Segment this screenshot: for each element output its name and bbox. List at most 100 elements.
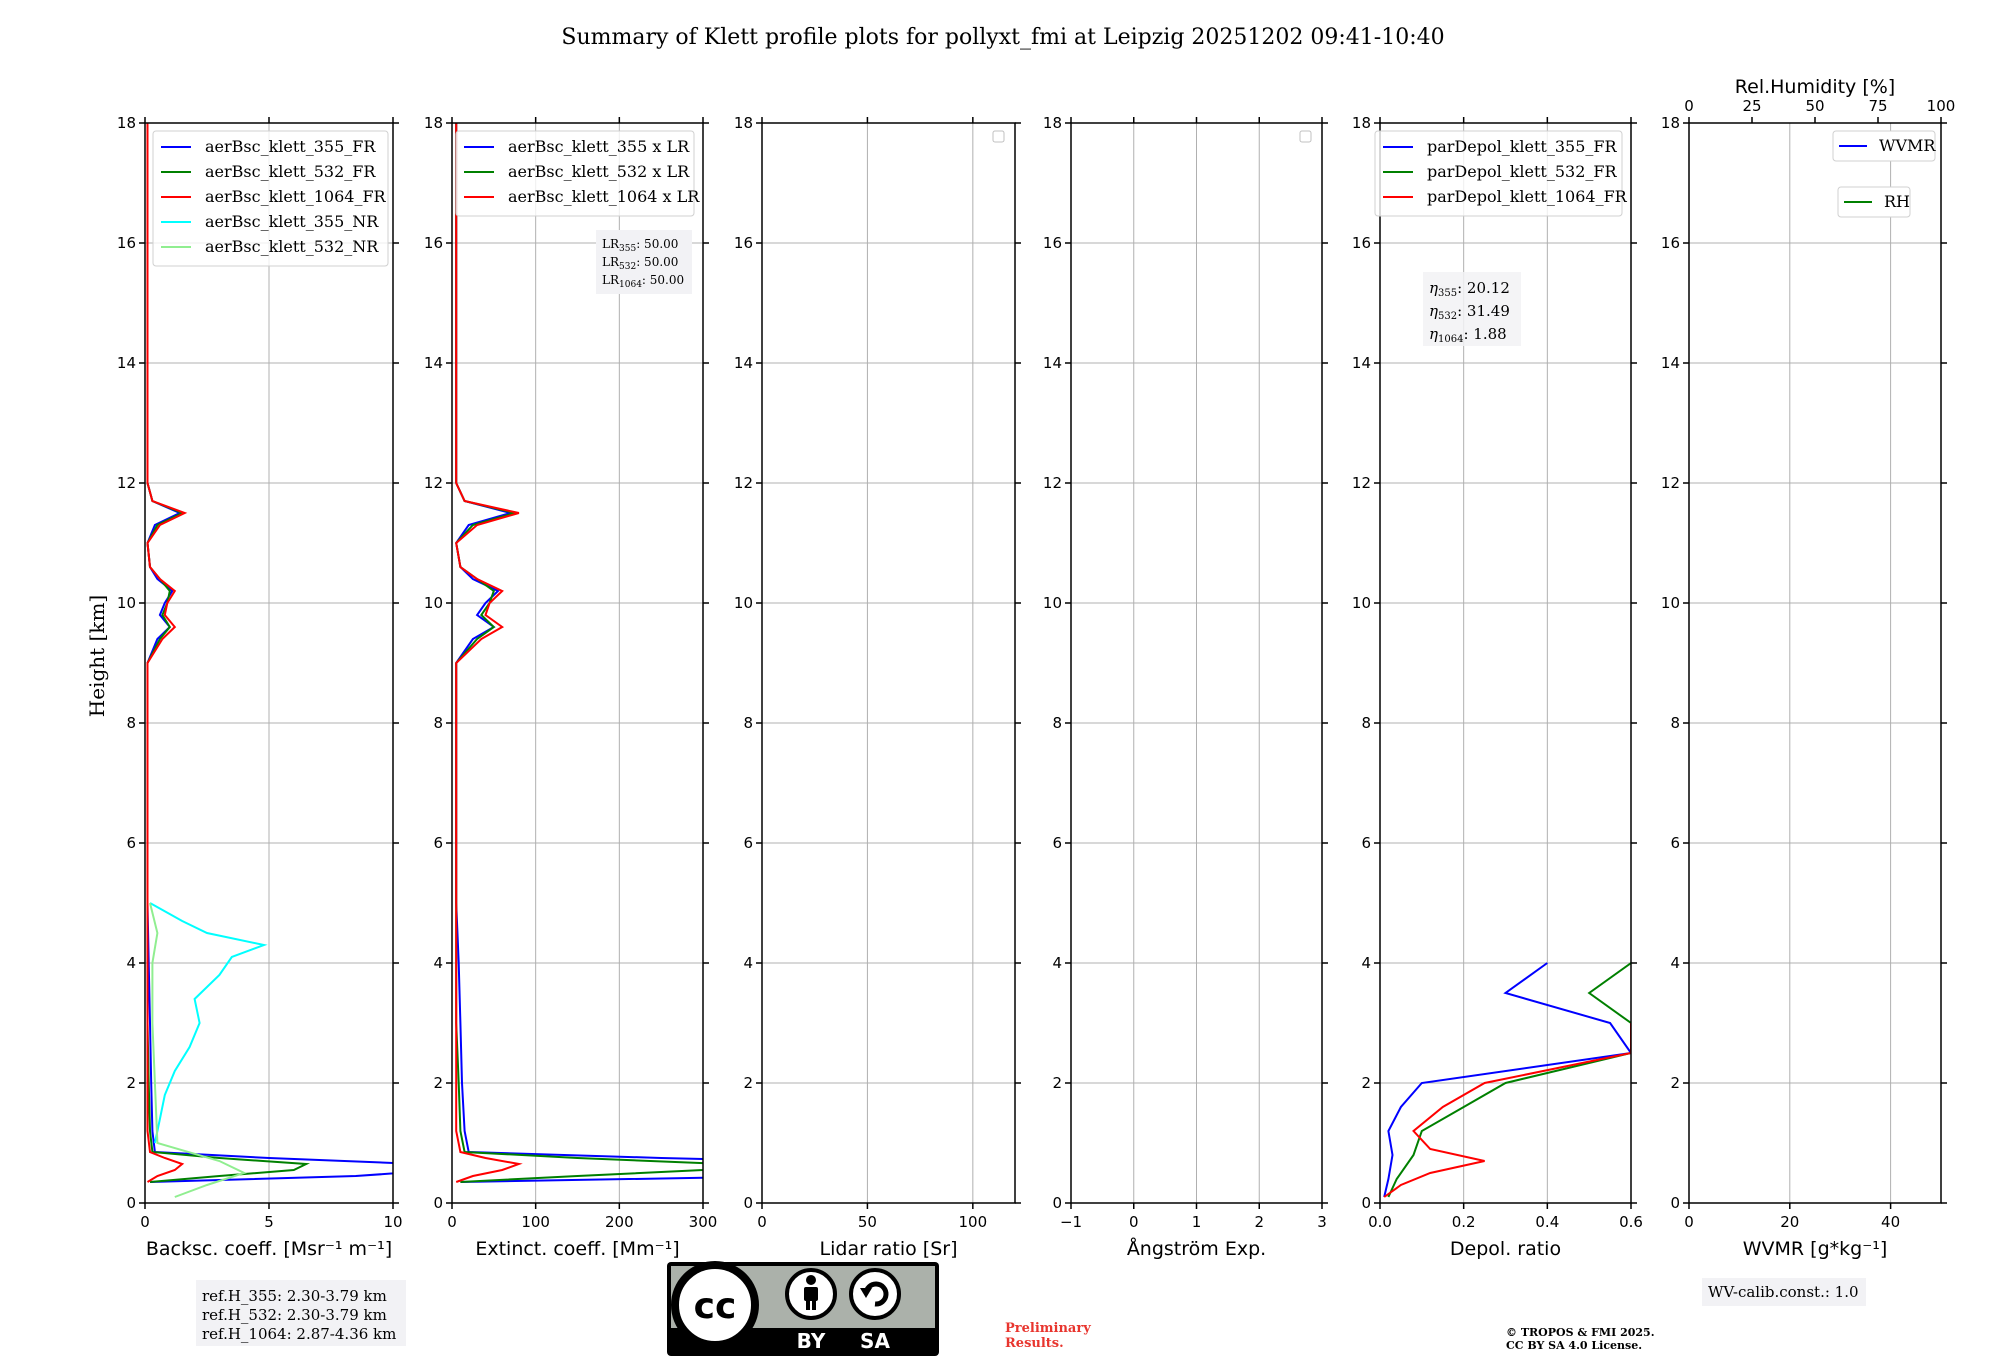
ytick-label-ext: 2 [433, 1074, 443, 1092]
ytick-label-bsc: 2 [126, 1074, 136, 1092]
legend-frame-ext [455, 130, 695, 217]
eta-box-bg [1423, 272, 1521, 346]
ytick-label-wv: 14 [1661, 354, 1680, 372]
axes-frame-bsc [144, 122, 394, 1204]
ytick-label-depol: 12 [1352, 474, 1371, 492]
legend-label-aerBsc_klett_1064 x LR: aerBsc_klett_1064 x LR [508, 187, 700, 206]
series-line-parDepol_klett_1064_FR [1383, 1023, 1631, 1198]
xlabel-depol: Depol. ratio [1450, 1238, 1561, 1260]
series-line-aerBsc_klett_1064_FR [146, 123, 188, 1183]
xlabel-ang: Ångström Exp. [1127, 1237, 1266, 1260]
legend-bsc: aerBsc_klett_355_FR aerBsc_klett_532_FRae… [152, 130, 389, 267]
empty-legend-ang [1299, 130, 1312, 143]
top-xtick-label-wv: 100 [1927, 97, 1956, 115]
xtick-label-ext: 300 [689, 1213, 718, 1231]
top-xtick-label-wv: 50 [1805, 97, 1824, 115]
axes-frame-ang [1070, 122, 1323, 1204]
ytick-label-ext: 6 [433, 834, 443, 852]
series-group-ext [455, 123, 703, 1183]
wv-calibration-box-bg [1702, 1278, 1866, 1306]
ytick-label-ext: 18 [424, 114, 443, 132]
ytick-label-wv: 2 [1670, 1074, 1680, 1092]
series-line-aerBsc_klett_1064 x LR [455, 123, 523, 1183]
ref-h-532: ref.H_532: 2.30-3.79 km [202, 1306, 387, 1324]
ytick-label-lr: 0 [743, 1194, 753, 1212]
xlabel-lr: Lidar ratio [Sr] [820, 1238, 958, 1260]
badge-by-label: BY [797, 1329, 826, 1353]
ytick-label-depol: 10 [1352, 594, 1371, 612]
legend-label-aerBsc_klett_1064_FR: aerBsc_klett_1064_FR [205, 187, 387, 206]
axes-frame-depol [1379, 122, 1632, 1204]
sa-share-alike-icon [849, 1268, 901, 1320]
xlabel-bsc: Backsc. coeff. [Msr⁻¹ m⁻¹] [146, 1238, 392, 1260]
xtick-label-ang: 3 [1317, 1213, 1327, 1231]
by-person-icon [785, 1268, 837, 1320]
ytick-label-depol: 18 [1352, 114, 1371, 132]
ytick-label-lr: 4 [743, 954, 753, 972]
xtick-label-lr: 50 [858, 1213, 877, 1231]
ytick-label-wv: 10 [1661, 594, 1680, 612]
ytick-label-ang: 14 [1043, 354, 1062, 372]
xtick-label-ang: 0 [1129, 1213, 1139, 1231]
ytick-label-wv: 16 [1661, 234, 1680, 252]
ytick-label-ext: 4 [433, 954, 443, 972]
ytick-label-bsc: 8 [126, 714, 136, 732]
legend-label-aerBsc_klett_532 x LR: aerBsc_klett_532 x LR [508, 162, 690, 181]
lr-532-line: LR532: 50.00 [602, 255, 678, 272]
ytick-label-lr: 2 [743, 1074, 753, 1092]
series-line-aerBsc_klett_355_NR [149, 902, 268, 1144]
cc-by-sa-badge: cc BY SA [667, 1261, 939, 1356]
ytick-label-depol: 8 [1361, 714, 1371, 732]
eta-355-line: η355: 20.12 [1429, 279, 1510, 299]
axes-frame-wv [1688, 122, 1942, 1204]
xtick-label-ang: 1 [1192, 1213, 1202, 1231]
legend-label-RH: RH [1884, 192, 1910, 211]
ytick-label-bsc: 16 [117, 234, 136, 252]
ytick-label-bsc: 0 [126, 1194, 136, 1212]
reference-height-box: ref.H_355: 2.30-3.79 km ref.H_532: 2.30-… [196, 1280, 406, 1346]
ytick-label-ang: 2 [1052, 1074, 1062, 1092]
ytick-label-bsc: 18 [117, 114, 136, 132]
wv-calibration-text: WV-calib.const.: 1.0 [1708, 1283, 1859, 1301]
ytick-label-bsc: 6 [126, 834, 136, 852]
xtick-label-bsc: 0 [140, 1213, 150, 1231]
lr-1064-line: LR1064: 50.00 [602, 273, 684, 290]
ytick-label-depol: 16 [1352, 234, 1371, 252]
xtick-label-bsc: 10 [383, 1213, 402, 1231]
wv-calibration-box: WV-calib.const.: 1.0 [1702, 1278, 1866, 1306]
legend-label-parDepol_klett_1064_FR: parDepol_klett_1064_FR [1427, 187, 1628, 206]
ytick-label-wv: 4 [1670, 954, 1680, 972]
ytick-label-lr: 6 [743, 834, 753, 852]
y-axis-label: Height [km] [85, 595, 109, 717]
reference-height-box-bg [196, 1280, 406, 1346]
preliminary-note-line2: Results. [1005, 1336, 1064, 1351]
legend-RH: RH [1837, 186, 1911, 218]
xtick-label-ang: 2 [1254, 1213, 1264, 1231]
top-xtick-label-wv: 0 [1684, 97, 1694, 115]
series-group-depol [1383, 962, 1631, 1198]
legend-label-parDepol_klett_532_FR: parDepol_klett_532_FR [1427, 162, 1618, 181]
legend-label-aerBsc_klett_532_FR: aerBsc_klett_532_FR [205, 162, 376, 181]
ytick-label-lr: 8 [743, 714, 753, 732]
series-line-aerBsc_klett_355 x LR [455, 123, 703, 1183]
ytick-label-bsc: 14 [117, 354, 136, 372]
ref-h-355: ref.H_355: 2.30-3.79 km [202, 1287, 387, 1305]
legend-label-aerBsc_klett_355_NR: aerBsc_klett_355_NR [205, 212, 379, 231]
legend-frame-WVMR [1832, 130, 1936, 162]
xtick-label-depol: 0.6 [1619, 1213, 1643, 1231]
cc-circle-icon [671, 1261, 759, 1349]
ytick-label-wv: 18 [1661, 114, 1680, 132]
series-line-parDepol_klett_355_FR [1383, 962, 1631, 1198]
legend-label-WVMR: WVMR [1879, 136, 1936, 155]
axes-frame-ext [451, 122, 704, 1204]
xtick-label-wv: 40 [1881, 1213, 1900, 1231]
panel-ext: 0 2 4 6 8 10 12 14 16 18 0 100 200 300 Extinct. coeff.… [424, 114, 718, 1260]
top-xtick-label-wv: 75 [1868, 97, 1887, 115]
ytick-label-wv: 12 [1661, 474, 1680, 492]
badge-sa-label: SA [860, 1329, 890, 1353]
xtick-label-wv: 20 [1780, 1213, 1799, 1231]
